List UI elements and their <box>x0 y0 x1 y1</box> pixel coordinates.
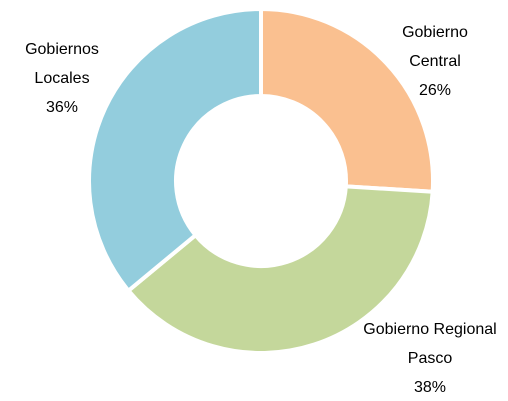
value-label: 38% <box>413 379 447 396</box>
value-label: 26% <box>418 82 452 99</box>
data-label: Gobierno Central 26% <box>388 18 483 105</box>
donut-segment <box>259 6 435 194</box>
donut-segment <box>87 6 263 294</box>
data-label: Gobiernos Locales 36% <box>15 35 110 122</box>
data-label: Gobierno Regional Pasco 38% <box>355 315 505 401</box>
donut-segment <box>125 184 435 355</box>
category-label: Gobiernos Locales <box>25 41 99 87</box>
category-label: Gobierno Regional Pasco <box>363 321 497 367</box>
value-label: 36% <box>45 99 79 116</box>
category-label: Gobierno Central <box>402 24 468 70</box>
